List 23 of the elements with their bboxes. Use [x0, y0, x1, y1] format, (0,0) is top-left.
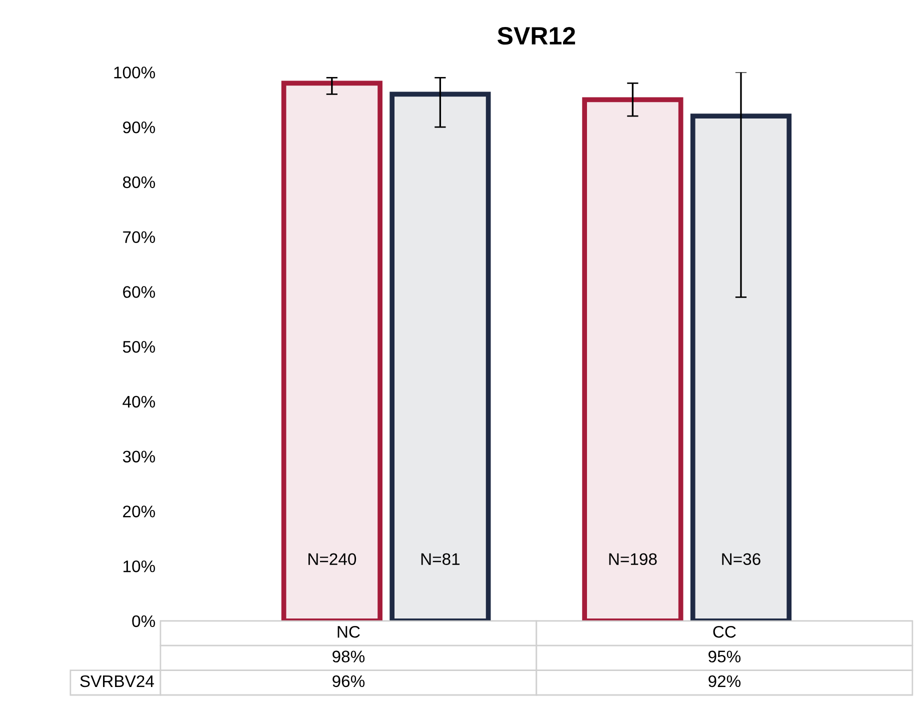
- y-tick-label: 40%: [122, 396, 156, 408]
- y-tick-label: 80%: [122, 176, 156, 188]
- annotation: N=198: [609, 553, 657, 566]
- y-tick-label: 70%: [123, 231, 156, 244]
- y-tick-label: 10%: [124, 560, 156, 572]
- y-tick-label: 50%: [122, 340, 156, 353]
- data-label: 96%: [332, 675, 365, 688]
- y-tick-label: 30%: [122, 450, 156, 463]
- chart-title: SVR12: [498, 26, 576, 45]
- text: SVRBV24: [80, 675, 154, 688]
- y-tick-label: 0%: [132, 615, 156, 628]
- data-label: 92%: [708, 675, 741, 688]
- annotation: N=36: [722, 553, 760, 566]
- data-label: 98%: [332, 650, 365, 662]
- x-tick-label: CC: [713, 626, 736, 638]
- x-tick-label: NC: [338, 626, 360, 638]
- y-tick-label: 20%: [123, 506, 156, 518]
- annotation: N=240: [308, 553, 356, 566]
- y-tick-label: 100%: [114, 66, 156, 78]
- annotation: N=81: [421, 553, 460, 566]
- y-tick-label: 90%: [123, 121, 156, 134]
- data-label: 95%: [708, 650, 741, 662]
- y-tick-label: 60%: [123, 286, 156, 298]
